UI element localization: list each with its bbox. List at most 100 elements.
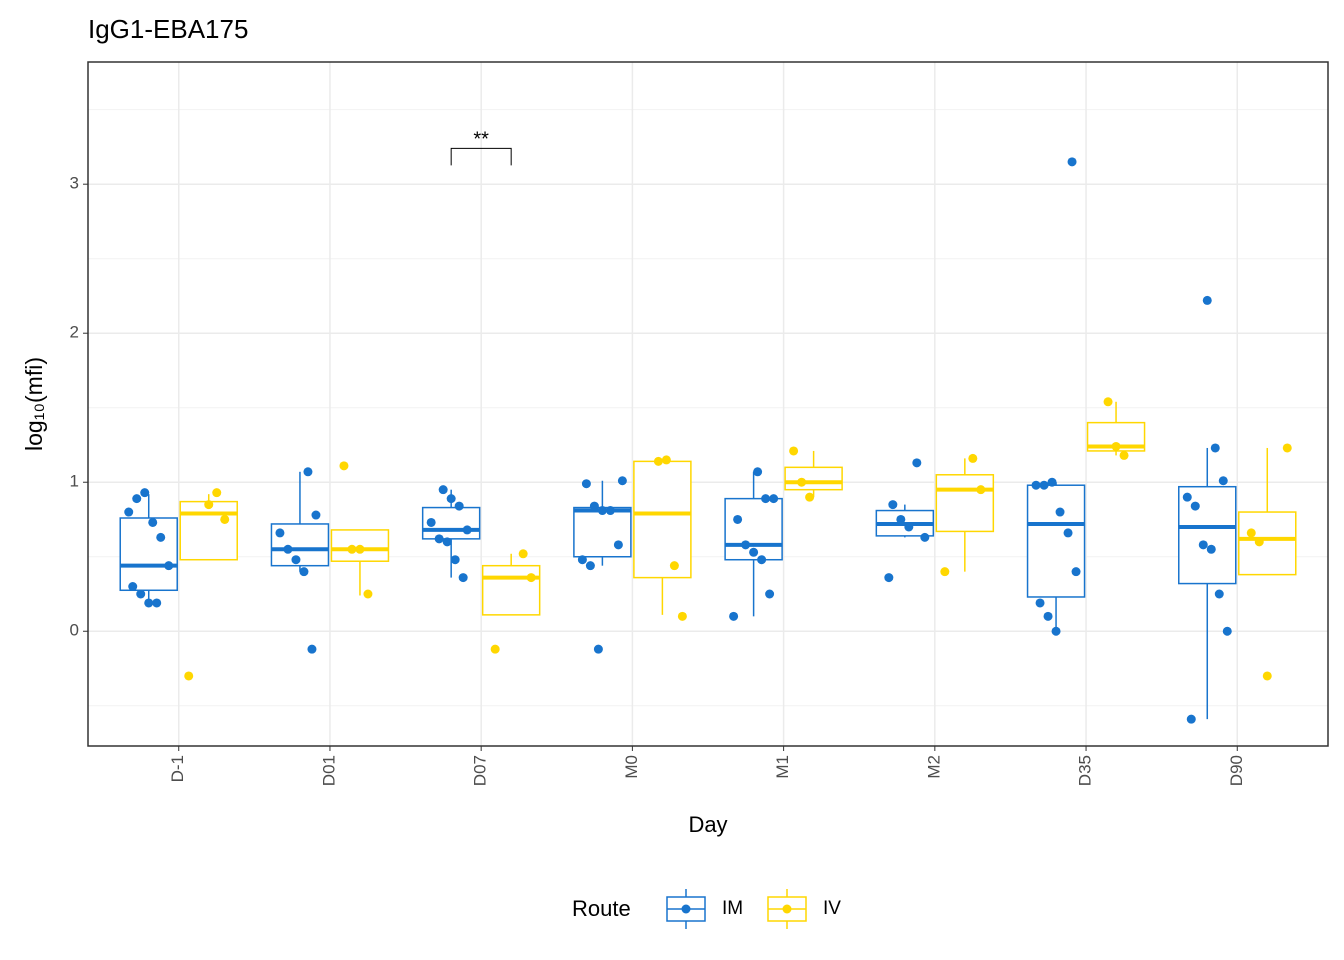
point [426,517,436,527]
point [1186,714,1196,724]
point [1071,567,1081,577]
point [204,500,214,510]
box [1178,485,1237,585]
box [179,500,238,561]
point [1031,480,1041,490]
legend-key-point [782,904,792,914]
point [355,544,365,554]
plot-border [87,61,1329,747]
point [597,506,607,516]
point [526,573,536,583]
legend-title: Route [572,896,631,921]
x-tick-label: D01 [319,755,338,786]
y-tick-label: 3 [70,174,79,193]
point [920,532,930,542]
point [1055,507,1065,517]
x-tick-label: M1 [773,755,792,779]
point [1190,501,1200,511]
point [303,467,313,477]
x-tick-label: M2 [924,755,943,779]
point [940,567,950,577]
y-tick-label: 1 [70,472,79,491]
y-tick-label: 0 [70,621,79,640]
point [749,547,759,557]
point [1210,443,1220,453]
point [1206,544,1216,554]
point [653,456,663,466]
y-tick-label: 2 [70,323,79,342]
point [490,644,500,654]
point [347,544,357,554]
point [789,446,799,456]
point [1218,476,1228,486]
point [307,644,317,654]
box [784,466,843,491]
point [184,671,194,681]
point [669,561,679,571]
point [299,567,309,577]
y-axis-title: log₁₀(mfi) [21,357,47,451]
point [363,589,373,599]
point [1214,589,1224,599]
point [589,501,599,511]
point [765,589,775,599]
point [968,453,978,463]
x-axis-title: Day [688,812,727,837]
point [605,506,615,516]
point [152,598,162,608]
point [434,534,444,544]
box [633,460,692,579]
point [458,573,468,583]
point [733,514,743,524]
chart-title: IgG1-EBA175 [88,14,248,44]
point [1043,611,1053,621]
point [518,549,528,559]
point [729,611,739,621]
point [593,644,603,654]
point [753,467,763,477]
point [1111,441,1121,451]
point [617,476,627,486]
point [757,555,767,565]
box [935,474,995,533]
box [481,564,541,616]
x-tick-label: D35 [1076,755,1095,786]
x-tick-label: D07 [471,755,490,786]
point [1282,443,1292,453]
point [1067,157,1077,167]
point [1262,671,1272,681]
point [442,537,452,547]
point [140,488,150,498]
point [761,494,771,504]
point [450,555,460,565]
point [291,555,301,565]
point [896,514,906,524]
box [119,517,178,592]
point [1198,540,1208,550]
point [128,582,138,592]
point [1182,492,1192,502]
point [577,555,587,565]
box [1238,511,1297,576]
point [1047,477,1057,487]
point [144,598,154,608]
point [283,544,293,554]
box [573,506,632,558]
point [124,507,134,517]
point [1202,295,1212,305]
point [1039,480,1049,490]
point [904,522,914,532]
point [805,492,815,502]
point [132,494,142,504]
point [1051,626,1061,636]
point [462,525,472,535]
point [212,488,222,498]
point [339,461,349,471]
significance-bracket [450,147,512,166]
point [1103,397,1113,407]
point [613,540,623,550]
point [275,528,285,538]
point [661,455,671,465]
